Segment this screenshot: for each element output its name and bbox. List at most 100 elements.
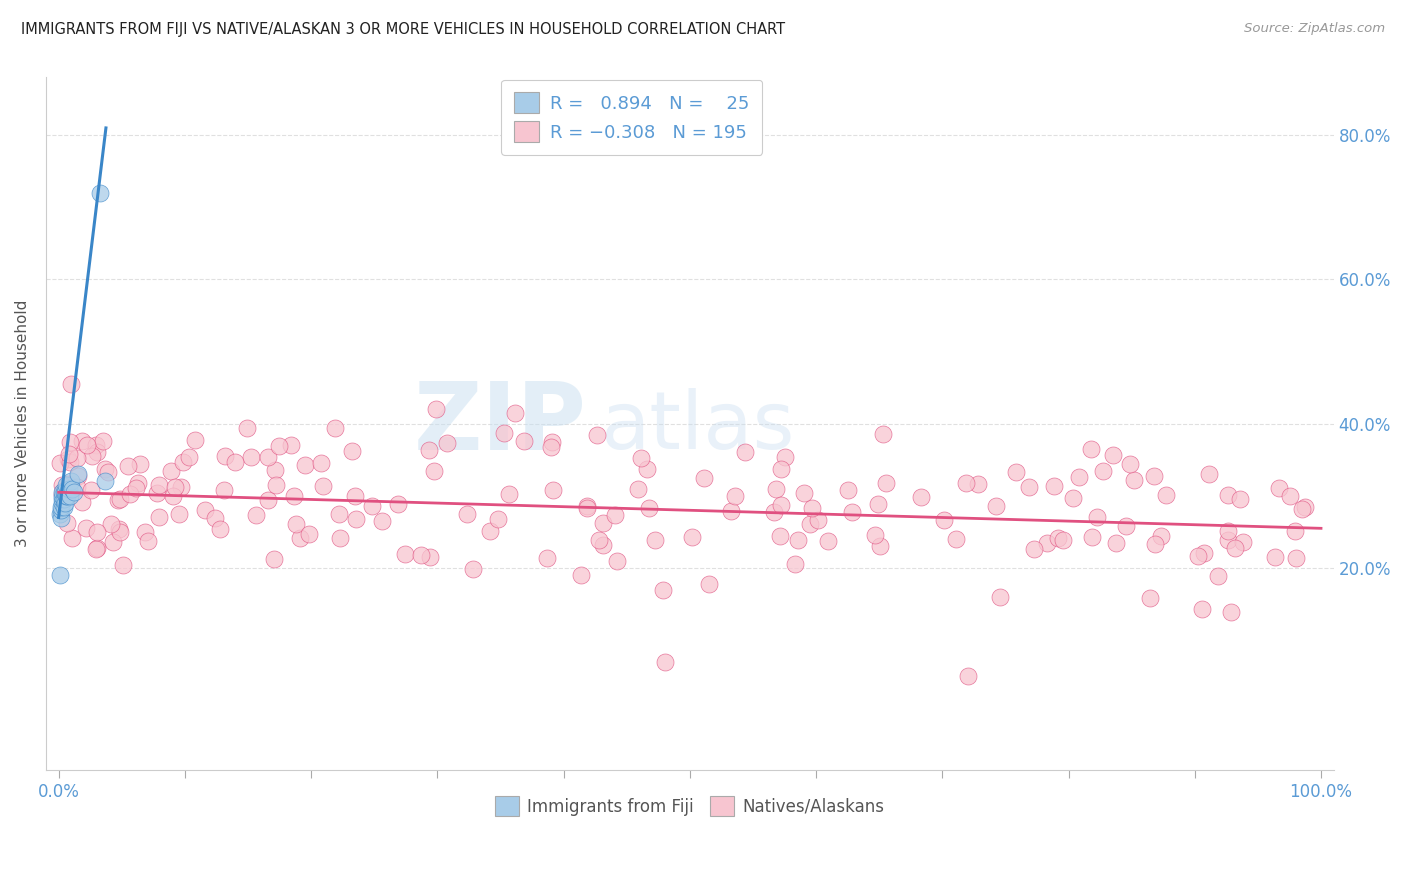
Point xyxy=(841,505,863,519)
Point xyxy=(681,530,703,544)
Point xyxy=(86,524,108,539)
Point xyxy=(770,498,793,512)
Point xyxy=(1067,469,1090,483)
Point xyxy=(51,478,73,492)
Point xyxy=(817,534,839,549)
Point xyxy=(163,480,186,494)
Point xyxy=(1080,442,1102,456)
Point xyxy=(425,402,447,417)
Point xyxy=(1264,549,1286,564)
Point xyxy=(540,440,562,454)
Point xyxy=(1279,489,1302,503)
Point xyxy=(1198,467,1220,482)
Point xyxy=(58,482,80,496)
Point xyxy=(1022,542,1045,557)
Point xyxy=(934,513,956,527)
Point xyxy=(134,524,156,539)
Point xyxy=(456,508,478,522)
Point xyxy=(1218,524,1240,538)
Point xyxy=(49,500,72,514)
Point xyxy=(765,482,787,496)
Point xyxy=(868,497,890,511)
Point xyxy=(652,583,675,598)
Y-axis label: 3 or more Vehicles in Household: 3 or more Vehicles in Household xyxy=(15,300,30,548)
Point xyxy=(1223,541,1246,556)
Point xyxy=(988,590,1011,604)
Point xyxy=(53,485,76,500)
Point xyxy=(312,478,335,492)
Point xyxy=(66,480,89,494)
Point xyxy=(59,435,82,450)
Point xyxy=(55,489,77,503)
Point xyxy=(52,500,75,514)
Point xyxy=(869,539,891,553)
Point xyxy=(108,524,131,539)
Point xyxy=(184,433,207,447)
Point xyxy=(89,186,111,200)
Point xyxy=(49,456,72,470)
Point xyxy=(267,439,290,453)
Point xyxy=(569,568,592,582)
Point xyxy=(1081,530,1104,544)
Point xyxy=(1191,602,1213,616)
Point xyxy=(418,442,440,457)
Point xyxy=(1291,502,1313,516)
Point xyxy=(394,547,416,561)
Point xyxy=(107,522,129,536)
Point xyxy=(436,435,458,450)
Point xyxy=(1218,488,1240,502)
Point xyxy=(769,462,792,476)
Text: IMMIGRANTS FROM FIJI VS NATIVE/ALASKAN 3 OR MORE VEHICLES IN HOUSEHOLD CORRELATI: IMMIGRANTS FROM FIJI VS NATIVE/ALASKAN 3… xyxy=(21,22,785,37)
Point xyxy=(240,450,263,464)
Point xyxy=(387,497,409,511)
Point xyxy=(1143,537,1166,551)
Point xyxy=(605,508,627,522)
Point xyxy=(51,492,73,507)
Point xyxy=(56,489,79,503)
Point xyxy=(875,476,897,491)
Point xyxy=(1285,551,1308,566)
Point xyxy=(94,475,117,489)
Point xyxy=(323,421,346,435)
Point xyxy=(51,489,73,503)
Point xyxy=(799,516,821,531)
Point xyxy=(1139,591,1161,605)
Point xyxy=(492,426,515,441)
Point xyxy=(638,501,661,516)
Point xyxy=(214,449,236,463)
Legend: Immigrants from Fiji, Natives/Alaskans: Immigrants from Fiji, Natives/Alaskans xyxy=(486,788,893,824)
Point xyxy=(762,505,785,519)
Point xyxy=(720,504,742,518)
Point xyxy=(80,449,103,463)
Point xyxy=(52,483,75,498)
Point xyxy=(955,476,977,491)
Point xyxy=(724,489,747,503)
Point xyxy=(108,492,131,507)
Point xyxy=(138,533,160,548)
Point xyxy=(280,438,302,452)
Text: ZIP: ZIP xyxy=(413,377,586,470)
Point xyxy=(52,485,75,500)
Point xyxy=(159,464,181,478)
Point xyxy=(461,562,484,576)
Point xyxy=(58,476,80,491)
Point xyxy=(785,557,807,571)
Point xyxy=(127,475,149,490)
Point xyxy=(145,486,167,500)
Point xyxy=(1268,481,1291,495)
Point xyxy=(409,548,432,562)
Point xyxy=(1229,491,1251,506)
Point xyxy=(62,482,84,496)
Point xyxy=(801,500,824,515)
Point xyxy=(984,499,1007,513)
Point xyxy=(1046,531,1069,545)
Point xyxy=(697,576,720,591)
Point xyxy=(693,471,716,485)
Point xyxy=(1154,488,1177,502)
Point xyxy=(654,655,676,669)
Point xyxy=(162,489,184,503)
Point xyxy=(49,503,72,517)
Point xyxy=(58,452,80,467)
Point xyxy=(576,499,599,513)
Point xyxy=(97,466,120,480)
